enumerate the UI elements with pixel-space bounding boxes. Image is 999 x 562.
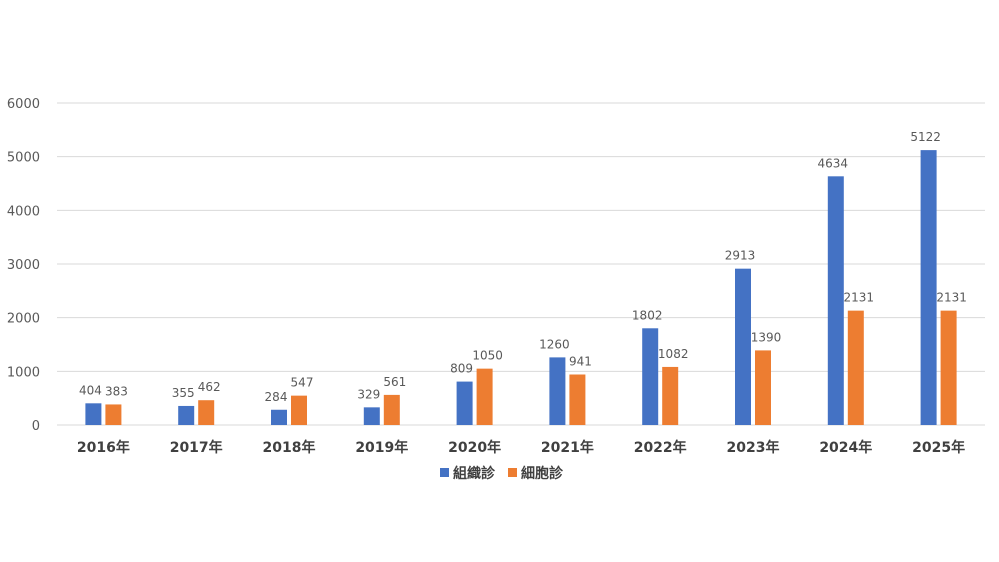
data-label: 1260 — [539, 337, 570, 351]
y-tick-label: 2000 — [7, 312, 40, 327]
bar-saiboshin-2022年 — [662, 366, 679, 425]
bar-soshikishin-2021年 — [549, 357, 566, 425]
bar-saiboshin-2016年 — [105, 404, 122, 425]
data-label: 355 — [172, 386, 195, 400]
legend-label-saiboshin: 細胞診 — [521, 465, 564, 482]
x-tick-label: 2025年 — [912, 439, 965, 456]
x-tick-label: 2019年 — [355, 439, 408, 456]
data-label: 2913 — [725, 249, 756, 263]
y-tick-label: 6000 — [7, 97, 40, 112]
legend-swatch-soshikishin — [440, 468, 449, 477]
data-label: 329 — [357, 387, 380, 401]
bar-saiboshin-2021年 — [569, 374, 586, 425]
data-label: 404 — [79, 383, 102, 397]
legend-swatch-saiboshin — [508, 468, 517, 477]
data-label: 2131 — [936, 291, 967, 305]
data-label: 5122 — [910, 130, 941, 144]
y-tick-label: 1000 — [7, 365, 40, 380]
bar-soshikishin-2023年 — [735, 268, 751, 425]
data-label: 561 — [383, 375, 406, 389]
bar-soshikishin-2025年 — [920, 150, 937, 426]
x-tick-label: 2023年 — [727, 439, 780, 456]
bar-saiboshin-2017年 — [198, 400, 215, 425]
y-tick-label: 5000 — [7, 151, 40, 166]
data-label: 383 — [105, 384, 128, 398]
bar-soshikishin-2018年 — [271, 409, 287, 425]
bar-saiboshin-2023年 — [755, 350, 771, 425]
x-tick-label: 2022年 — [634, 439, 687, 456]
bar-soshikishin-2017年 — [178, 405, 195, 425]
x-tick-label: 2020年 — [448, 439, 501, 456]
legend-label-soshikishin: 組織診 — [453, 465, 496, 482]
bar-soshikishin-2020年 — [456, 381, 473, 425]
y-tick-label: 3000 — [7, 258, 40, 273]
data-label: 284 — [265, 390, 288, 404]
y-tick-label: 4000 — [7, 204, 40, 219]
data-label: 1050 — [472, 349, 503, 363]
x-tick-label: 2018年 — [263, 439, 316, 456]
data-label: 4634 — [818, 156, 849, 170]
bar-saiboshin-2018年 — [291, 395, 307, 425]
bar-saiboshin-2024年 — [847, 310, 864, 425]
bar-saiboshin-2025年 — [940, 310, 957, 425]
bar-saiboshin-2020年 — [476, 368, 493, 425]
data-label: 2131 — [844, 291, 875, 305]
x-tick-label: 2021年 — [541, 439, 594, 456]
y-tick-label: 0 — [32, 419, 40, 434]
bar-soshikishin-2016年 — [85, 403, 102, 425]
bar-soshikishin-2022年 — [642, 328, 659, 425]
data-label: 547 — [291, 376, 314, 390]
data-label: 941 — [569, 354, 592, 368]
bar-soshikishin-2019年 — [363, 407, 380, 425]
data-label: 1802 — [632, 308, 663, 322]
data-label: 462 — [198, 380, 221, 394]
data-label: 1082 — [658, 347, 689, 361]
bar-soshikishin-2024年 — [827, 176, 844, 425]
x-tick-label: 2024年 — [819, 439, 872, 456]
x-tick-label: 2016年 — [77, 439, 130, 456]
x-tick-label: 2017年 — [170, 439, 223, 456]
data-label: 1390 — [751, 330, 782, 344]
bar-saiboshin-2019年 — [383, 394, 400, 425]
data-label: 809 — [450, 362, 473, 376]
